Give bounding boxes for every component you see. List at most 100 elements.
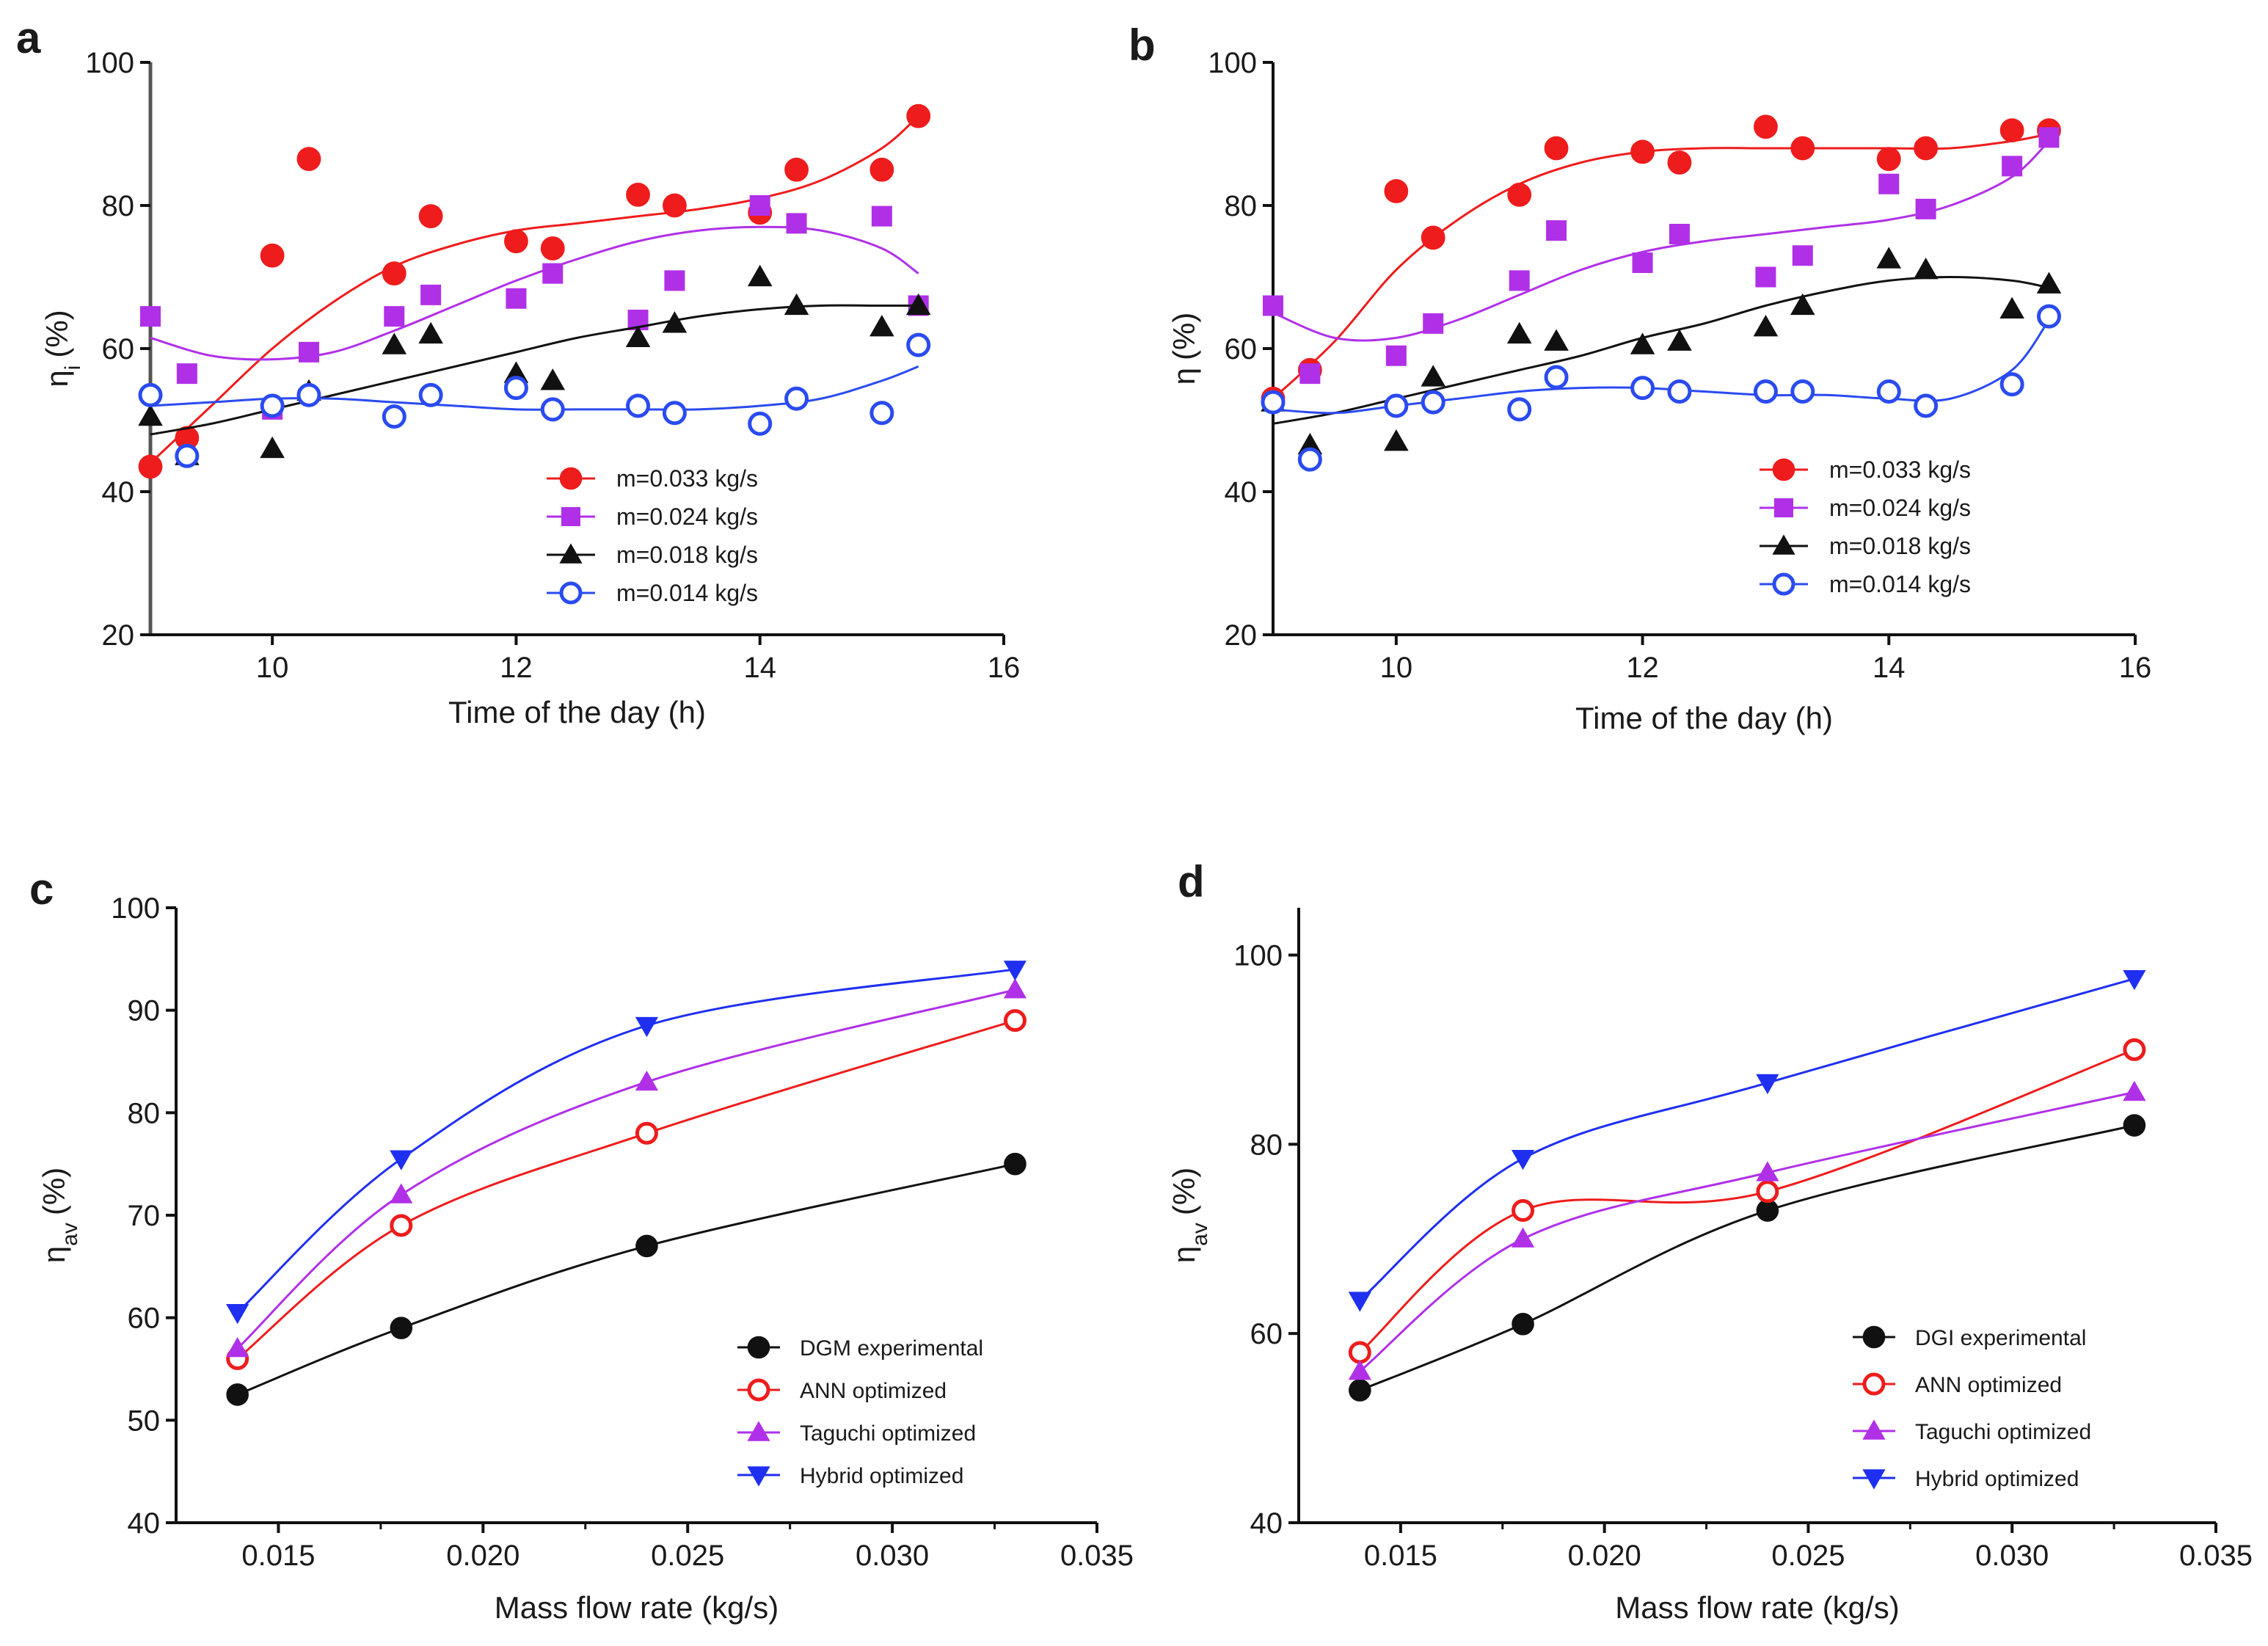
data-point: [635, 1070, 659, 1091]
data-point: [296, 382, 321, 407]
data-point: [1423, 313, 1444, 334]
legend-item: Hybrid optimized: [1853, 1467, 2079, 1491]
legend-label: DGM experimental: [800, 1336, 983, 1361]
data-point: [626, 393, 651, 418]
legend-label: m=0.024 kg/s: [1829, 495, 1971, 521]
data-point: [226, 1383, 249, 1406]
y-tick-label: 80: [1225, 190, 1258, 222]
y-tick-label: 40: [102, 476, 135, 509]
data-point: [1667, 150, 1692, 175]
y-axis-title: ηi (%): [40, 310, 85, 387]
data-point: [1349, 1379, 1371, 1402]
data-point: [1876, 147, 1901, 172]
legend-item: ANN optimized: [737, 1378, 947, 1403]
data-point: [1630, 332, 1655, 354]
x-tick-label: 12: [500, 652, 533, 684]
data-point: [138, 454, 163, 479]
data-point: [1509, 270, 1530, 291]
y-axis-title-symbol: η: [40, 370, 74, 387]
y-axis-title: ηav (%): [37, 1168, 82, 1263]
y-tick-label: 100: [1233, 939, 1283, 972]
data-point: [504, 229, 528, 254]
y-axis-title-unit: (%): [1167, 1168, 1201, 1215]
data-point: [175, 443, 200, 468]
legend-label: ANN optimized: [1915, 1373, 2062, 1397]
legend-label: m=0.018 kg/s: [616, 542, 758, 568]
legend-item: m=0.033 kg/s: [547, 465, 758, 492]
data-point: [1263, 295, 1283, 316]
x-tick-label: 0.020: [446, 1540, 519, 1572]
y-tick-label: 100: [85, 47, 134, 79]
data-point: [260, 436, 285, 459]
data-point: [418, 321, 443, 344]
series-line: [236, 988, 1016, 1350]
data-point: [2123, 1114, 2146, 1137]
data-point: [384, 306, 405, 327]
legend-item: Taguchi optimized: [1853, 1419, 2091, 1444]
x-tick-label: 0.015: [1364, 1540, 1437, 1572]
data-point: [1299, 363, 1321, 385]
data-point: [390, 1317, 413, 1339]
series-2: [1348, 1080, 2146, 1380]
data-point: [298, 341, 319, 363]
y-tick-label: 60: [1250, 1318, 1283, 1350]
data-point: [503, 376, 528, 401]
chart-panel-c: 40 50 60 70 80 90 100 0.015 0.020 0.025 0.030 0.035…: [37, 892, 1134, 1625]
x-axis-title: Time of the day (h): [448, 695, 706, 729]
legend-item: m=0.014 kg/s: [547, 580, 758, 606]
data-point: [869, 157, 894, 182]
data-point: [1915, 198, 1936, 219]
data-point: [1297, 447, 1322, 472]
panel-label-b: b: [1128, 21, 1156, 70]
data-point: [1004, 1152, 1027, 1176]
y-tick-label: 40: [1250, 1507, 1283, 1540]
legend-marker: [1772, 534, 1795, 555]
data-point: [1756, 1180, 1779, 1203]
data-point: [1421, 390, 1445, 415]
data-point: [1876, 379, 1901, 404]
y-tick-label: 90: [128, 995, 161, 1027]
legend-item: DGM experimental: [737, 1336, 983, 1361]
y-axis-title-unit: (%): [37, 1168, 71, 1215]
data-point: [1348, 1292, 1371, 1312]
y-axis-title: ηav (%): [1167, 1168, 1212, 1263]
data-point: [138, 382, 163, 407]
data-point: [784, 157, 809, 182]
data-point: [260, 243, 285, 268]
data-point: [382, 404, 406, 429]
data-point: [2037, 304, 2061, 329]
data-point: [1753, 314, 1779, 337]
legend-marker: [747, 1466, 770, 1487]
legend-marker: [1862, 1419, 1886, 1440]
data-point: [635, 1016, 659, 1038]
legend-marker: [747, 1378, 770, 1402]
data-point: [1756, 1074, 1779, 1095]
y-tick-label: 60: [128, 1303, 161, 1335]
y-axis-title-unit: (%): [40, 310, 74, 357]
data-point: [871, 205, 892, 227]
data-point: [418, 204, 443, 229]
data-point: [1667, 329, 1692, 351]
legend-marker: [559, 581, 583, 605]
x-tick-label: 0.025: [1771, 1540, 1845, 1572]
data-point: [260, 393, 285, 418]
data-point: [1632, 252, 1653, 273]
y-tick-label: 60: [102, 333, 135, 365]
data-point: [540, 397, 565, 422]
data-point: [1385, 345, 1407, 366]
legend: m=0.033 kg/s m=0.024 kg/s m=0.018 kg/s m=0.…: [547, 465, 758, 606]
data-point: [382, 261, 406, 286]
data-point: [226, 1303, 249, 1325]
legend-item: m=0.024 kg/s: [547, 503, 758, 530]
data-point: [503, 361, 529, 383]
legend: m=0.033 kg/s m=0.024 kg/s m=0.018 kg/s m=0.…: [1760, 456, 1971, 597]
data-point: [418, 382, 443, 407]
legend-label: Taguchi optimized: [1915, 1420, 2091, 1444]
data-point: [1261, 390, 1286, 415]
data-point: [2038, 127, 2060, 148]
data-point: [784, 386, 809, 411]
legend-item: ANN optimized: [1853, 1372, 2062, 1397]
x-tick-label: 16: [2119, 652, 2152, 684]
legend-label: m=0.024 kg/s: [616, 503, 758, 530]
data-point: [140, 306, 161, 327]
